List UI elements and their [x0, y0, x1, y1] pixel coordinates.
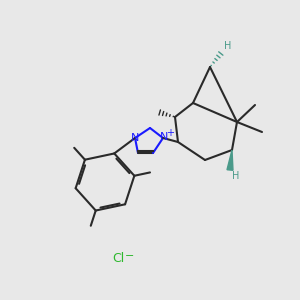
Text: +: + — [166, 128, 174, 138]
Text: N: N — [131, 133, 139, 143]
Text: −: − — [125, 251, 135, 261]
Text: N: N — [160, 132, 168, 142]
Text: Cl: Cl — [112, 251, 124, 265]
Text: H: H — [232, 171, 239, 181]
Text: H: H — [224, 41, 231, 51]
Polygon shape — [227, 150, 233, 170]
